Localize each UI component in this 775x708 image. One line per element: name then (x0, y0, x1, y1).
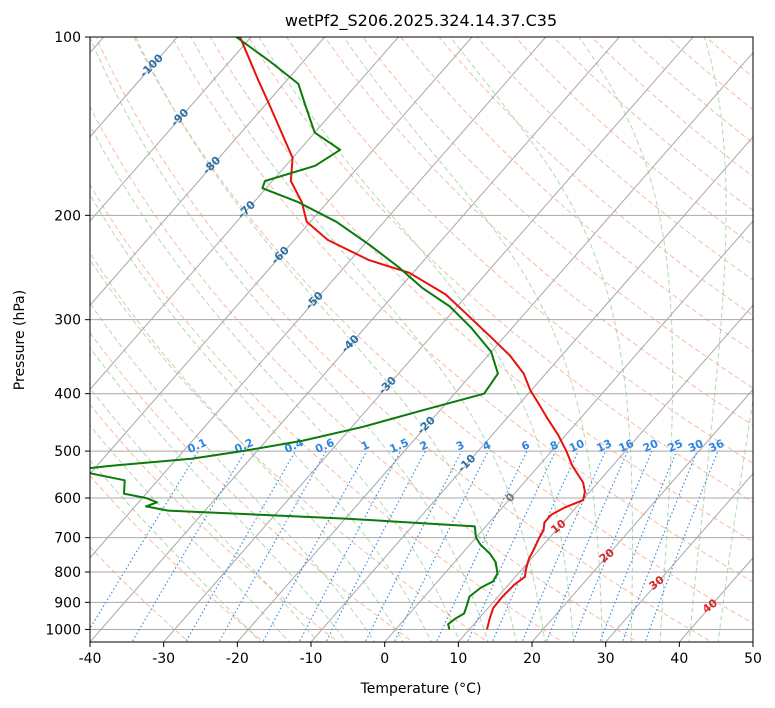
isotherm-line (310, 136, 753, 642)
y-tick-label: 100 (54, 30, 81, 46)
mixing-ratio-line (599, 450, 678, 642)
y-tick-label: 700 (54, 531, 81, 547)
dry-adiabat-line (90, 105, 639, 642)
isotherm-line (90, 37, 326, 306)
mixing-ratio-line (435, 450, 528, 642)
isotherm-line (531, 388, 753, 642)
x-tick-label: 20 (523, 651, 541, 667)
y-tick-label: 500 (54, 444, 81, 460)
x-tick-label: 0 (380, 651, 389, 667)
y-axis: 1000 900 800 700 600 500 400 300 200 100 (45, 30, 90, 638)
x-tick-label: -30 (152, 651, 175, 667)
mixing-ratio-line (90, 450, 200, 630)
y-tick-label: 1000 (45, 622, 81, 638)
x-axis: -40 -30 -20 -10 0 10 20 30 40 50 (79, 642, 762, 667)
y-tick-label: 400 (54, 387, 81, 403)
y-tick-label: 200 (54, 208, 81, 224)
dry-adiabat-line (247, 37, 753, 503)
mixing-ratio-lines (90, 450, 719, 642)
isotherm-line (90, 37, 473, 475)
x-tick-label: -40 (79, 651, 102, 667)
x-tick-label: -10 (300, 651, 323, 667)
mixing-ratio-line (131, 450, 246, 642)
mixing-ratio-line (545, 450, 629, 642)
isotherms (90, 37, 753, 642)
dry-adiabat-line (171, 37, 753, 583)
x-tick-label: 10 (449, 651, 467, 667)
x-tick-label: 50 (744, 651, 762, 667)
moist-adiabat-line (90, 193, 432, 642)
moist-adiabat-line (90, 387, 319, 642)
temperature-profile (239, 37, 586, 630)
isotherm-line (236, 51, 753, 642)
isotherm-line (90, 37, 400, 391)
pressure-gridlines (90, 37, 753, 630)
sounding-profiles (90, 37, 586, 630)
mixing-ratio-label: 36 (707, 437, 727, 455)
dry-adiabat-line (362, 37, 753, 389)
x-tick-label: 30 (597, 651, 615, 667)
dry-adiabat-line (324, 37, 753, 426)
chart-title: wetPf2_S206.2025.324.14.37.C35 (285, 11, 557, 31)
mixing-ratio-line (621, 450, 698, 642)
mixing-ratio-line (466, 450, 557, 642)
x-axis-label: Temperature (°C) (360, 681, 482, 697)
mixing-ratio-line (364, 450, 463, 642)
isotherm-line (90, 37, 252, 222)
isotherm-line (90, 37, 621, 642)
isotherm-line (457, 304, 753, 642)
isotherm-line (90, 37, 179, 138)
x-tick-label: -20 (226, 651, 249, 667)
mixing-ratio-line (572, 450, 653, 642)
y-tick-label: 800 (54, 565, 81, 581)
y-tick-label: 600 (54, 491, 81, 507)
isotherm-line (90, 37, 547, 559)
mixing-ratio-label: 13 (595, 437, 614, 455)
y-tick-label: 900 (54, 595, 81, 611)
mixing-ratio-label: 16 (617, 437, 637, 455)
plot-area: -100-90-80-70-60-50-40-30-20-100 1020304… (90, 37, 753, 642)
mixing-ratio-label: 20 (641, 437, 661, 455)
mixing-ratio-label: 10 (567, 437, 587, 455)
dry-adiabat-line (209, 37, 753, 543)
dewpoint-profile (90, 37, 499, 630)
mixing-ratio-line (298, 450, 402, 642)
mixing-ratio-label: 25 (666, 437, 685, 455)
y-axis-label: Pressure (hPa) (12, 290, 28, 390)
isotherm-line (384, 220, 753, 642)
mixing-ratio-line (644, 450, 719, 642)
mixing-ratio-label: 30 (686, 437, 706, 455)
plot-frame (89, 36, 754, 643)
dry-adiabat-line (476, 37, 753, 281)
isotherm-line (605, 472, 753, 642)
y-tick-label: 300 (54, 313, 81, 329)
x-tick-label: 40 (670, 651, 688, 667)
isotherm-line (163, 37, 694, 642)
mixing-ratio-line (325, 450, 426, 642)
